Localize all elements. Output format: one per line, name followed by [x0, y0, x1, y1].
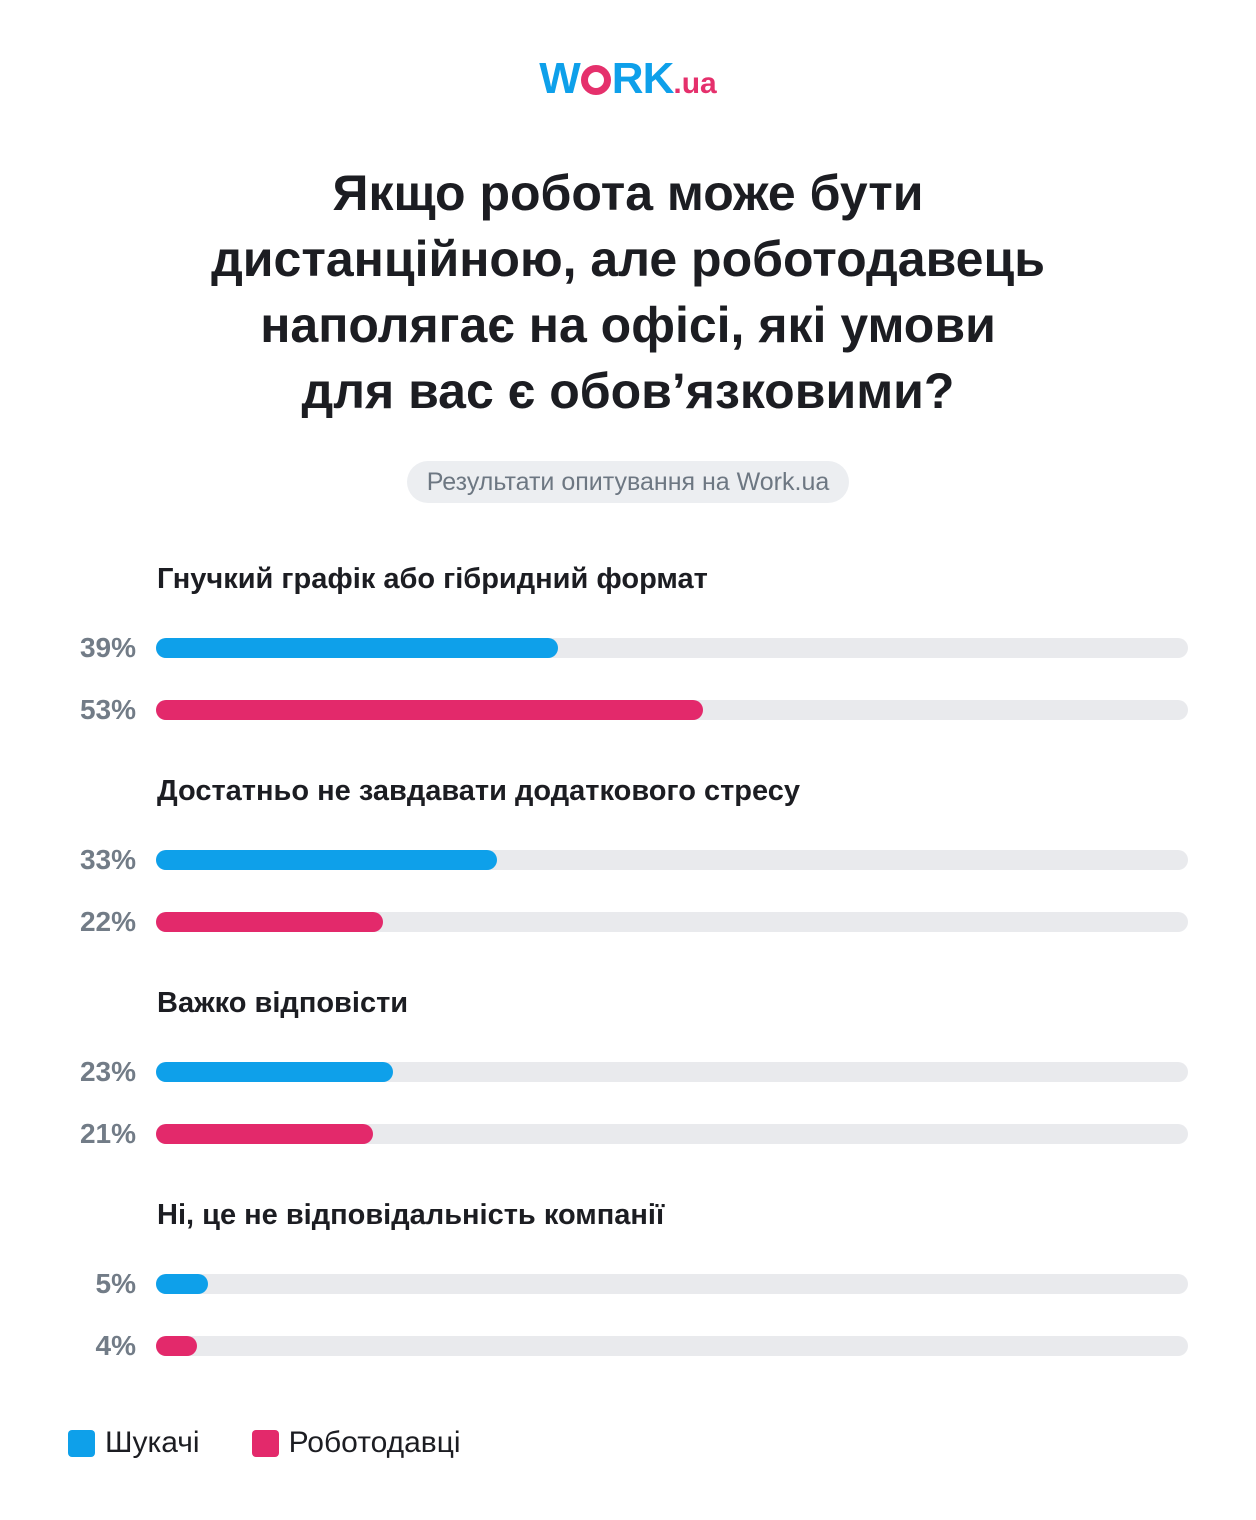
data-label-employers: 22% [79, 906, 136, 937]
title-line: наполягає на офісі, які умови [260, 297, 996, 353]
data-label-seekers: 33% [79, 844, 136, 875]
work-ua-logo: W RK .ua [0, 54, 1256, 104]
subtitle-wrap: Результати опитування на Work.ua [0, 461, 1256, 503]
legend-swatch-seekers [68, 1429, 95, 1457]
bar-track [156, 1124, 1188, 1144]
title-line: Якщо робота може бути [332, 165, 924, 221]
legend-item-employers: Роботодавці [251, 1426, 461, 1460]
legend: Шукачі Роботодавці [68, 1426, 513, 1460]
data-label-seekers: 39% [79, 632, 136, 663]
data-label-employers: 4% [95, 1330, 136, 1361]
bar-employers [156, 912, 384, 932]
bar-employers [156, 1336, 198, 1356]
legend-swatch-employers [251, 1429, 279, 1457]
survey-source-badge: Результати опитування на Work.ua [406, 461, 850, 503]
bar-track [156, 638, 1188, 658]
data-label-employers: 53% [79, 694, 136, 725]
bar-track [156, 912, 1188, 932]
legend-item-seekers: Шукачі [68, 1426, 200, 1460]
title-line: дистанційною, але роботодавець [211, 231, 1045, 287]
logo-text-domain: .ua [673, 67, 717, 100]
bar-employers [156, 700, 703, 720]
logo-text-w: W [539, 54, 581, 103]
category-label: Ні, це не відповідальність компанії [157, 1199, 665, 1231]
bar-track [156, 1274, 1188, 1294]
data-label-seekers: 5% [95, 1268, 136, 1299]
category-label: Гнучкий графік або гібридний формат [157, 563, 708, 595]
category-label: Достатньо не завдавати додаткового стрес… [157, 775, 801, 807]
bar-seekers [156, 1062, 394, 1082]
bar-track [156, 700, 1188, 720]
legend-label-employers: Роботодавці [288, 1426, 461, 1459]
chart-title: Якщо робота може бути дистанційною, але … [0, 160, 1256, 424]
data-label-seekers: 23% [79, 1056, 136, 1087]
title-line: для вас є обов’язковими? [301, 363, 955, 419]
bar-track [156, 1062, 1188, 1082]
bar-seekers [156, 1274, 208, 1294]
legend-label-seekers: Шукачі [105, 1426, 200, 1459]
bar-track [156, 850, 1188, 870]
bar-employers [156, 1124, 373, 1144]
bar-seekers [156, 638, 559, 658]
data-label-employers: 21% [79, 1118, 136, 1149]
bar-track [156, 1336, 1188, 1356]
logo-o-ring-icon [580, 65, 611, 95]
bar-seekers [156, 850, 497, 870]
logo-text-rk: RK [611, 54, 675, 103]
category-label: Важко відповісти [157, 987, 409, 1019]
